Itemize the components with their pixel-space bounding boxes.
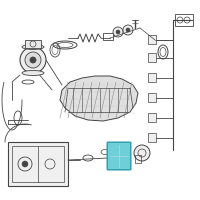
Circle shape <box>134 145 150 161</box>
FancyBboxPatch shape <box>107 142 131 170</box>
Ellipse shape <box>22 45 44 49</box>
Polygon shape <box>60 76 138 121</box>
Bar <box>148 53 156 62</box>
Bar <box>148 113 156 122</box>
Circle shape <box>126 28 130 32</box>
Ellipse shape <box>22 71 44 75</box>
Circle shape <box>22 161 28 167</box>
Circle shape <box>25 52 41 68</box>
Bar <box>148 93 156 102</box>
Bar <box>175 14 193 26</box>
Circle shape <box>30 57 36 63</box>
Bar <box>148 35 156 44</box>
Bar <box>12 146 64 182</box>
Circle shape <box>20 47 46 73</box>
Bar <box>148 133 156 142</box>
Bar <box>148 73 156 82</box>
Bar <box>135 155 141 163</box>
Bar <box>8 142 68 186</box>
Circle shape <box>116 30 120 34</box>
Circle shape <box>123 25 133 35</box>
Bar <box>103 33 113 40</box>
Bar <box>25 40 41 48</box>
Circle shape <box>113 27 123 37</box>
